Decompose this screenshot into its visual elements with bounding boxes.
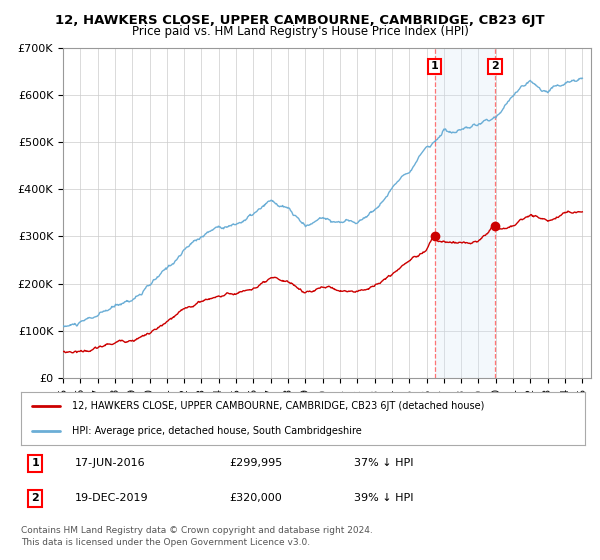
- Text: 2: 2: [31, 493, 39, 503]
- Text: £320,000: £320,000: [230, 493, 283, 503]
- Text: 1: 1: [31, 459, 39, 468]
- Text: 39% ↓ HPI: 39% ↓ HPI: [354, 493, 413, 503]
- Text: 37% ↓ HPI: 37% ↓ HPI: [354, 459, 413, 468]
- Text: 19-DEC-2019: 19-DEC-2019: [74, 493, 148, 503]
- Text: Price paid vs. HM Land Registry's House Price Index (HPI): Price paid vs. HM Land Registry's House …: [131, 25, 469, 38]
- Text: 2: 2: [491, 62, 499, 72]
- Text: 17-JUN-2016: 17-JUN-2016: [74, 459, 145, 468]
- Text: £299,995: £299,995: [230, 459, 283, 468]
- Bar: [434, 48, 495, 378]
- Text: 1: 1: [431, 62, 439, 72]
- Text: 12, HAWKERS CLOSE, UPPER CAMBOURNE, CAMBRIDGE, CB23 6JT (detached house): 12, HAWKERS CLOSE, UPPER CAMBOURNE, CAMB…: [72, 402, 484, 412]
- Text: HPI: Average price, detached house, South Cambridgeshire: HPI: Average price, detached house, Sout…: [72, 426, 362, 436]
- Text: Contains HM Land Registry data © Crown copyright and database right 2024.: Contains HM Land Registry data © Crown c…: [21, 526, 373, 535]
- Text: This data is licensed under the Open Government Licence v3.0.: This data is licensed under the Open Gov…: [21, 538, 310, 547]
- Text: 12, HAWKERS CLOSE, UPPER CAMBOURNE, CAMBRIDGE, CB23 6JT: 12, HAWKERS CLOSE, UPPER CAMBOURNE, CAMB…: [55, 14, 545, 27]
